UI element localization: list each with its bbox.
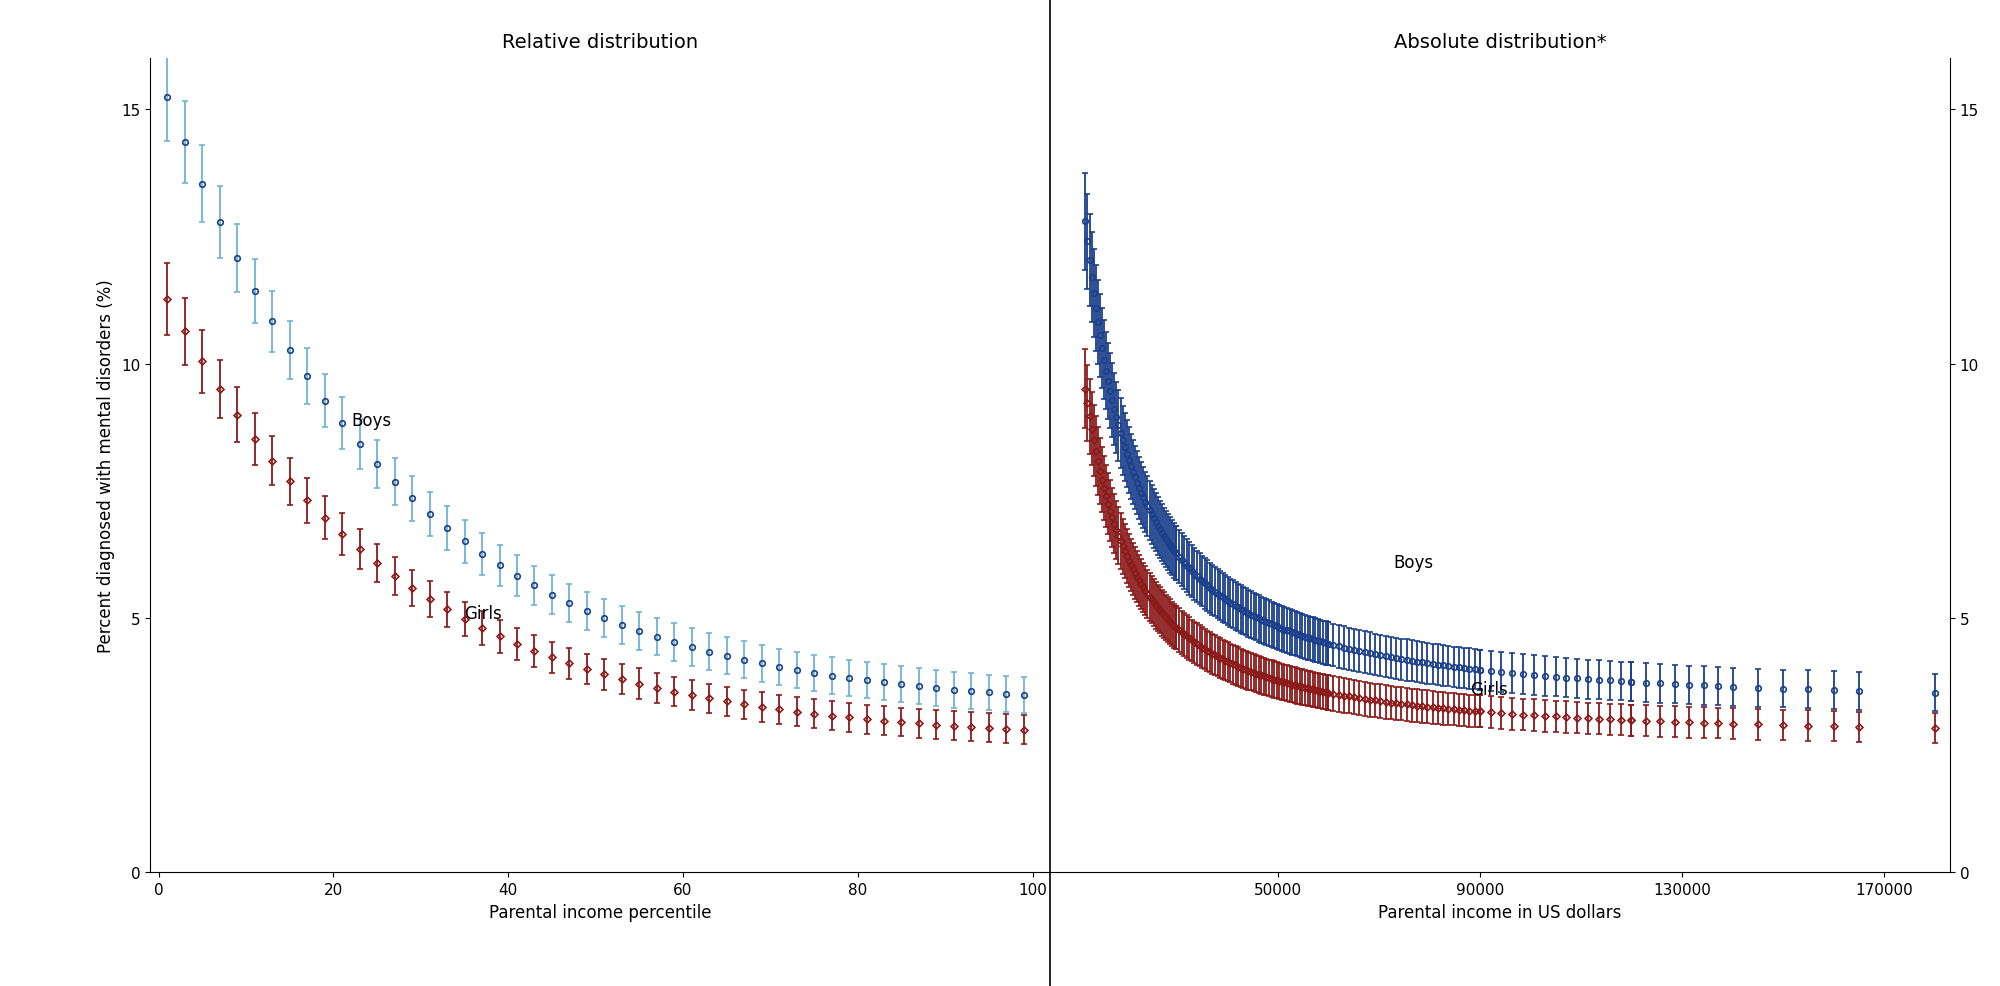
Title: Absolute distribution*: Absolute distribution* (1394, 34, 1606, 52)
Text: Boys: Boys (350, 411, 392, 429)
Text: Girls: Girls (464, 604, 502, 622)
X-axis label: Parental income in US dollars: Parental income in US dollars (1378, 903, 1622, 921)
X-axis label: Parental income percentile: Parental income percentile (488, 903, 712, 921)
Text: Girls: Girls (1470, 680, 1508, 699)
Y-axis label: Percent diagnosed with mental disorders (%): Percent diagnosed with mental disorders … (98, 279, 116, 653)
Title: Relative distribution: Relative distribution (502, 34, 698, 52)
Text: Boys: Boys (1394, 553, 1434, 572)
